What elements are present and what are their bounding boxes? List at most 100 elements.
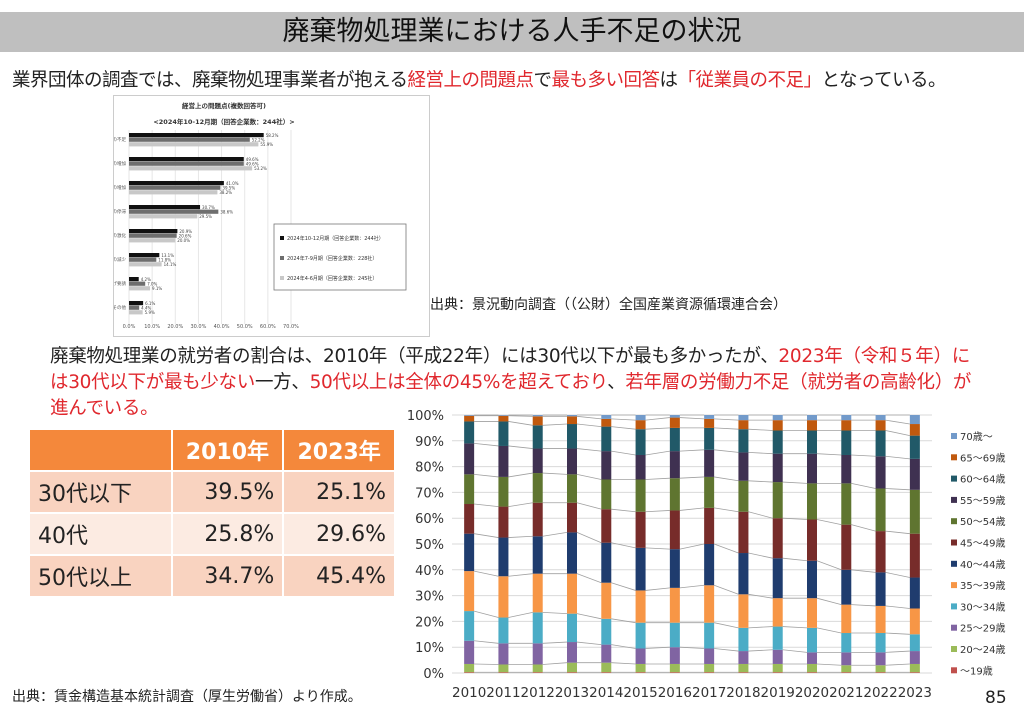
intro-part: は [659, 70, 679, 91]
bar-segment [601, 662, 612, 673]
series-line [851, 604, 876, 607]
table-header: 2023年 [284, 430, 394, 470]
bar-segment [532, 416, 543, 426]
bar-segment [464, 504, 475, 534]
category-label: 修理、修繕費等の増加 [114, 160, 126, 167]
intro-text: 業界団体の調査では、廃棄物処理事業者が抱える経営上の問題点で最も多い回答は「従業… [12, 66, 947, 92]
series-line [474, 533, 499, 538]
bar-segment [807, 453, 817, 484]
source-note-2: 出典：賃金構造基本統計調査（厚生労働省）より作成。 [12, 689, 362, 705]
legend-swatch [951, 582, 957, 589]
x-tick-label: 2014 [589, 686, 623, 701]
bar-segment [772, 598, 783, 627]
bar [129, 161, 244, 166]
bar-segment [841, 430, 852, 455]
data-label: 49.6% [246, 162, 259, 167]
bar-segment [807, 430, 817, 454]
series-line [542, 531, 568, 537]
bar-segment [704, 672, 715, 673]
bar-segment [738, 627, 749, 652]
bar-segment [567, 448, 577, 475]
series-line [645, 477, 670, 480]
series-line [542, 641, 568, 644]
series-line [645, 510, 670, 513]
bar-segment [669, 647, 680, 664]
bar-segment [532, 448, 543, 474]
bar-segment [772, 649, 783, 664]
series-line [714, 622, 739, 629]
series-line [748, 452, 773, 455]
bar-segment [464, 474, 475, 505]
x-tick-label: 2021 [829, 686, 863, 701]
source-note-1: 出典：景況動向調査（（公財）全国産業資源循環連合会） [430, 297, 787, 313]
x-tick-label: 40.0% [214, 324, 230, 330]
bar-segment [772, 415, 783, 421]
bar-segment [669, 587, 680, 623]
series-line [748, 552, 773, 559]
legend-label: ～19歳 [960, 665, 993, 677]
bar-segment [909, 651, 920, 664]
series-line [645, 427, 670, 430]
bar [129, 281, 146, 286]
legend-label: 60～64歳 [960, 474, 1005, 486]
legend-swatch [951, 624, 957, 631]
series-line [576, 448, 602, 452]
series-line [611, 662, 636, 665]
bar-segment [567, 416, 577, 425]
bar-segment [464, 663, 475, 673]
bar-segment [772, 453, 783, 483]
data-label: 38.6% [220, 210, 233, 215]
bar-segment [601, 542, 612, 583]
legend-swatch [951, 667, 957, 674]
series-line [885, 571, 910, 578]
series-line [645, 417, 670, 421]
legend-swatch [951, 603, 957, 610]
series-line [508, 535, 533, 538]
bar-segment [738, 553, 749, 595]
intro-part: 業界団体の調査では、廃棄物処理事業者が抱える [12, 70, 408, 91]
category-label: 人件費の増加 [114, 184, 126, 191]
bar-segment [669, 672, 680, 673]
legend-swatch [280, 276, 284, 280]
series-line [714, 648, 739, 652]
series-line [748, 480, 773, 483]
bar-segment [532, 612, 543, 644]
bar-segment [704, 648, 715, 664]
bar [129, 185, 221, 190]
bar [129, 229, 178, 234]
bar-segment [909, 435, 920, 459]
category-label: 取引先の減少 [114, 256, 126, 263]
bar-segment [841, 633, 852, 653]
bar-segment [772, 558, 783, 599]
paragraph-highlight: 若年層の労働力不足（就労者の高齢化）が進んでいる。 [50, 372, 972, 419]
x-tick-label: 2011 [486, 686, 520, 701]
bar-segment [772, 626, 783, 650]
bar [129, 133, 264, 138]
series-line [474, 570, 499, 577]
series-line [885, 488, 910, 491]
category-label: その他 [114, 304, 126, 311]
series-line [679, 507, 705, 511]
series-line [782, 481, 808, 484]
business-problems-chart-svg: 経営上の問題点(複数回答可) <2024年10-12月期（回答企業数：244社）>… [68, 101, 407, 330]
bar-segment [841, 454, 852, 484]
bar-segment [635, 663, 646, 673]
series-line [816, 663, 842, 666]
bar-segment [498, 415, 509, 416]
series-line [576, 573, 602, 584]
slide-title-bar: 廃棄物処理業における人手不足の状況 [0, 12, 1024, 52]
bar-segment [601, 479, 612, 510]
bar-segment [909, 533, 920, 578]
intro-highlight: 「従業員の不足」 [677, 70, 823, 91]
series-line [611, 418, 636, 421]
y-tick-label: 30% [415, 590, 444, 605]
x-tick-label: 2016 [658, 686, 692, 701]
x-tick-label: 50.0% [237, 324, 253, 330]
x-tick-label: 2015 [623, 686, 657, 701]
bar-segment [635, 547, 646, 591]
x-tick-label: 10.0% [144, 324, 160, 330]
y-tick-label: 20% [415, 615, 444, 630]
data-label: 41.0% [226, 181, 239, 186]
series-line [679, 476, 705, 479]
bar-segment [567, 642, 577, 663]
